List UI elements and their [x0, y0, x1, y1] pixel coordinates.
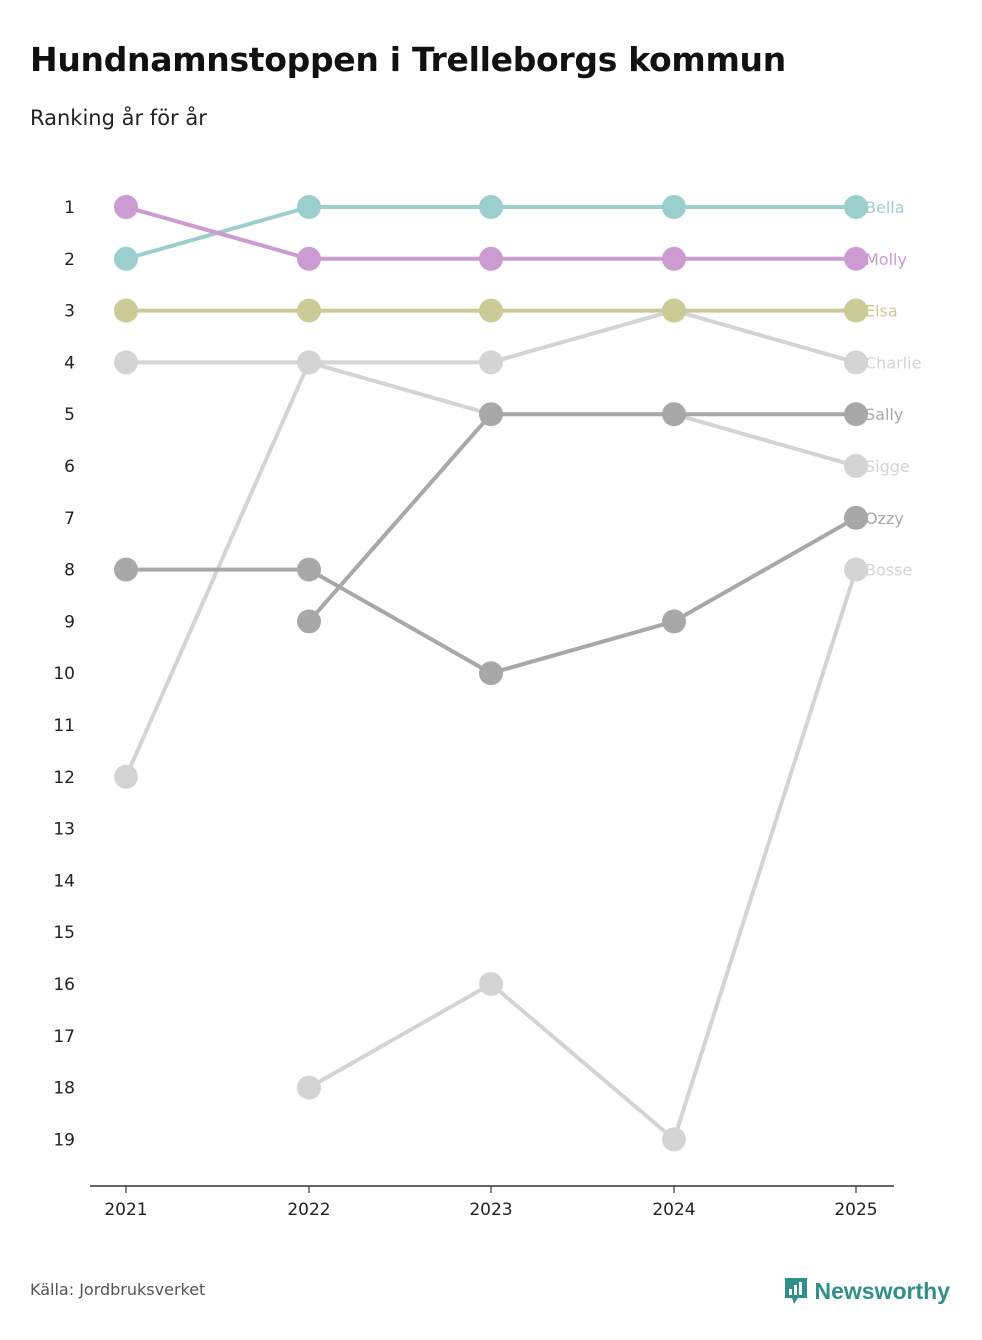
data-point[interactable] [114, 350, 138, 375]
series-ozzy [114, 505, 868, 686]
newsworthy-logo-icon [784, 1278, 807, 1304]
x-axis-ticks: 2021 2022 2023 2024 2025 [104, 1186, 878, 1220]
data-point[interactable] [297, 350, 321, 375]
data-point[interactable] [844, 195, 868, 219]
y-tick-label: 3 [64, 302, 75, 322]
series-label: Sally [865, 405, 903, 424]
data-point[interactable] [662, 298, 686, 323]
y-tick-label: 16 [53, 975, 75, 995]
data-point[interactable] [844, 454, 868, 478]
series-line [307, 412, 856, 623]
series-label: Bosse [865, 561, 912, 580]
chart-title: Hundnamnstoppen i Trelleborgs kommun [30, 40, 786, 79]
data-point[interactable] [662, 609, 686, 634]
data-point[interactable] [479, 661, 503, 686]
y-tick-label: 1 [64, 198, 75, 218]
data-point[interactable] [297, 557, 321, 582]
data-point[interactable] [114, 764, 138, 789]
series-label: Charlie [865, 353, 921, 372]
data-point[interactable] [662, 246, 686, 271]
x-tick-label: 2021 [104, 1200, 147, 1220]
series-label: Sigge [865, 457, 910, 476]
series-elsa [114, 298, 868, 323]
data-point[interactable] [479, 402, 503, 427]
series-layer [114, 195, 868, 1152]
x-tick-label: 2022 [287, 1200, 330, 1220]
y-tick-label: 4 [64, 353, 75, 373]
series-end-labels: Bosse Sigge Charlie Ozzy Sally Elsa Bella Molly [865, 198, 921, 580]
y-tick-label: 18 [53, 1079, 75, 1099]
brand-logo[interactable]: Newsworthy [783, 1276, 950, 1306]
data-point[interactable] [297, 246, 321, 271]
data-point[interactable] [114, 246, 138, 271]
series-label: Ozzy [865, 509, 904, 528]
data-point[interactable] [662, 195, 686, 219]
y-tick-label: 2 [64, 250, 75, 270]
source-note: Källa: Jordbruksverket [30, 1280, 206, 1299]
y-tick-label: 14 [53, 871, 75, 891]
data-point[interactable] [844, 350, 868, 375]
series-sally [297, 402, 868, 634]
data-point[interactable] [114, 557, 138, 582]
data-point[interactable] [479, 972, 503, 996]
data-point[interactable] [479, 195, 503, 219]
y-tick-label: 15 [53, 923, 75, 943]
data-point[interactable] [844, 298, 868, 323]
y-tick-label: 9 [64, 612, 75, 632]
series-molly [114, 195, 868, 271]
y-tick-label: 11 [53, 716, 75, 736]
data-point[interactable] [844, 505, 868, 530]
chart-subtitle: Ranking år för år [30, 106, 207, 130]
data-point[interactable] [844, 402, 868, 427]
y-tick-label: 5 [64, 405, 75, 425]
data-point[interactable] [662, 1127, 686, 1152]
x-tick-label: 2025 [834, 1200, 877, 1220]
data-point[interactable] [844, 246, 868, 271]
data-point[interactable] [479, 298, 503, 323]
x-tick-label: 2024 [652, 1200, 695, 1220]
series-bella [114, 195, 868, 271]
y-tick-label: 6 [64, 457, 75, 477]
brand-name: Newsworthy [814, 1277, 950, 1304]
y-tick-label: 7 [64, 509, 75, 529]
series-line [308, 568, 858, 1142]
data-point[interactable] [662, 402, 686, 427]
y-tick-label: 12 [53, 768, 75, 788]
data-point[interactable] [479, 246, 503, 271]
series-label: Elsa [865, 302, 898, 321]
series-line [126, 516, 857, 676]
y-tick-label: 13 [53, 820, 75, 840]
data-point[interactable] [114, 298, 138, 323]
data-point[interactable] [297, 298, 321, 323]
data-point[interactable] [844, 557, 868, 582]
y-tick-label: 17 [53, 1027, 75, 1047]
data-point[interactable] [297, 1075, 321, 1100]
series-label: Molly [865, 250, 907, 269]
y-tick-label: 10 [53, 664, 75, 684]
data-point[interactable] [297, 195, 321, 219]
data-point[interactable] [297, 609, 321, 634]
series-label: Bella [865, 198, 905, 217]
y-tick-label: 19 [53, 1130, 75, 1150]
data-point[interactable] [479, 350, 503, 375]
x-tick-label: 2023 [469, 1200, 512, 1220]
data-point[interactable] [114, 195, 138, 219]
y-tick-label: 8 [64, 561, 75, 581]
series-bosse [297, 557, 868, 1152]
